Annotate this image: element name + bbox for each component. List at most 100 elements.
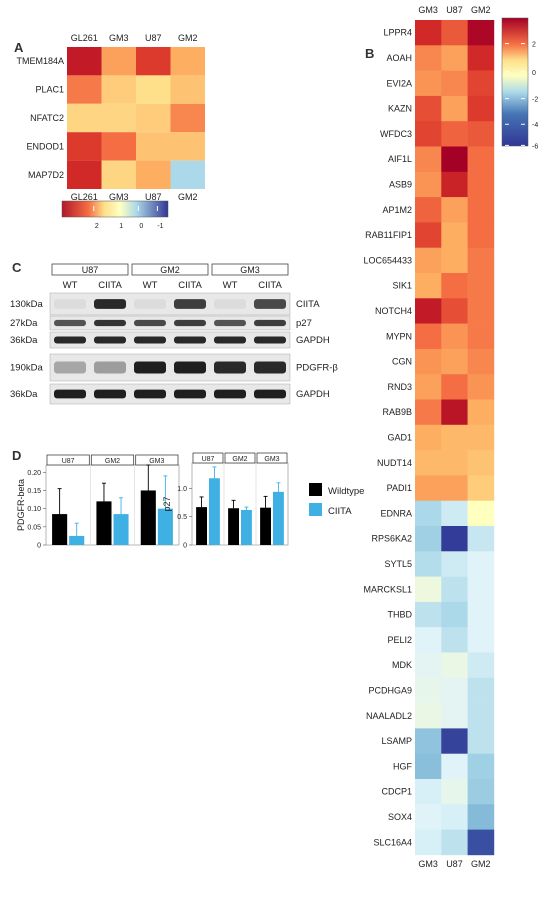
heatmap-b-row-label: ASB9	[389, 179, 412, 189]
heatmap-a-cell	[101, 160, 136, 189]
heatmap-b-cell	[467, 399, 495, 426]
bar-ciita	[113, 514, 129, 545]
heatmap-b-cell	[467, 146, 495, 173]
heatmap-b-cell	[441, 247, 468, 274]
blot-strip	[49, 315, 291, 331]
bar-facet-strip	[224, 452, 256, 464]
heatmap-b-col-bottom: GM2	[471, 859, 491, 869]
blot-band	[54, 319, 86, 327]
heatmap-b-row-label: EDNRA	[380, 508, 412, 518]
heatmap-b-cell	[467, 500, 495, 527]
legend: Wildtype CIITA	[309, 483, 364, 517]
blot-group-box	[131, 263, 209, 276]
heatmap-a-col-top: GM2	[178, 33, 198, 43]
heatmap-b-cell	[441, 171, 468, 198]
heatmap-b-cell	[441, 728, 468, 754]
blot-band	[134, 319, 166, 327]
bar-ciita	[69, 535, 85, 545]
heatmap-b-cell	[467, 652, 495, 679]
blot-group-label: GM2	[160, 265, 180, 275]
heatmap-b-row-label: AP1M2	[382, 205, 412, 215]
heatmap-b-colorbar-label: 2	[532, 42, 536, 49]
heatmap-b-cell	[415, 627, 442, 653]
heatmap-a-cell	[170, 103, 205, 133]
heatmap-b-row-label: MARCKSL1	[363, 584, 412, 594]
heatmap-a-cell	[67, 132, 102, 161]
blot-band	[134, 299, 166, 309]
heatmap-b-cell	[415, 45, 442, 71]
heatmap-b-row-label: GAD1	[387, 432, 412, 442]
heatmap-b-row-label: NAALADL2	[366, 711, 412, 721]
blot-band	[254, 389, 286, 399]
heatmap-b-cell	[467, 829, 495, 856]
blot-band	[254, 319, 286, 327]
heatmap-b-cell	[415, 551, 442, 577]
blot-strip	[49, 383, 291, 405]
heatmap-b-cell	[415, 475, 442, 501]
heatmap-b-cell	[441, 500, 468, 527]
heatmap-b-cell	[467, 273, 495, 299]
blot-band	[54, 361, 86, 374]
blot-lane-label: CIITA	[98, 280, 122, 291]
bar-y-tick-label: 0.20	[27, 470, 41, 477]
heatmap-a-colorbar-label: 0	[139, 223, 143, 230]
heatmap-b-row-label: AIF1L	[388, 154, 412, 164]
heatmap-b-cell	[415, 70, 442, 97]
heatmap-a-cell	[67, 47, 102, 76]
blot-band	[254, 361, 286, 374]
heatmap-b-cell	[441, 779, 468, 805]
bar-wildtype	[228, 508, 239, 545]
heatmap-b-cell	[415, 121, 442, 147]
blot-lane-label: CIITA	[258, 280, 282, 291]
blot-lane-label: CIITA	[178, 280, 202, 291]
heatmap-a: GL261 GM3 U87 GM2 TMEM184A PLAC1 NFATC2 ENDOD1 M…	[16, 33, 205, 230]
heatmap-b-cell	[467, 804, 495, 830]
bar-facet-strip	[90, 454, 135, 466]
bar-y-tick-label: 1.0	[177, 486, 187, 493]
bar-ciita	[157, 508, 173, 545]
heatmap-b-cell	[441, 348, 468, 375]
bar-wildtype	[260, 507, 271, 545]
heatmap-b-row-label: LSAMP	[381, 736, 412, 746]
blot-band	[174, 299, 206, 309]
heatmap-b-row-label: NOTCH4	[375, 306, 412, 316]
heatmap-b-cell	[467, 450, 495, 476]
heatmap-b-cell	[441, 95, 468, 122]
heatmap-a-col-bottom: U87	[145, 192, 162, 202]
heatmap-b-cell	[441, 450, 468, 476]
heatmap-b-row-label: EVI2A	[386, 78, 412, 88]
heatmap-b-cell	[441, 70, 468, 97]
heatmap-b-row-label: MDK	[392, 660, 412, 670]
bar-wildtype	[196, 507, 207, 545]
blot-band	[54, 336, 86, 344]
heatmap-b-cell	[415, 652, 442, 679]
heatmap-b-cell	[415, 424, 442, 451]
heatmap-b-cell	[467, 298, 495, 324]
bar-facet-strip	[256, 452, 288, 464]
blot-band	[214, 336, 246, 344]
heatmap-b-cell	[415, 728, 442, 754]
heatmap-a-col-top: GM3	[109, 33, 129, 43]
heatmap-b-colorbar	[501, 17, 529, 147]
bar-facet-label: GM2	[232, 456, 247, 463]
blot-band	[54, 299, 86, 309]
heatmap-a-cell	[170, 75, 205, 104]
heatmap-b-row-label: SIK1	[392, 281, 412, 291]
heatmap-b-row-label: RAB11FIP1	[365, 230, 412, 240]
blot-band	[214, 319, 246, 327]
heatmap-a-col-bottom: GM2	[178, 192, 198, 202]
blot-band	[134, 389, 166, 399]
blot-band	[174, 361, 206, 374]
heatmap-a-col-top: U87	[145, 33, 162, 43]
legend-swatch-wildtype	[309, 483, 322, 496]
heatmap-b-cell	[415, 500, 442, 527]
heatmap-a-cell	[170, 47, 205, 76]
heatmap-b-cell	[415, 171, 442, 198]
blot-marker-label: 36kDa	[10, 335, 38, 346]
panel-letter-b: B	[365, 46, 374, 61]
heatmap-b-row-label: PADI1	[387, 483, 412, 493]
bar-y-tick-label: 0.5	[177, 514, 187, 521]
heatmap-b-cell	[441, 424, 468, 451]
blot-band	[54, 389, 86, 399]
blot-band	[214, 299, 246, 309]
